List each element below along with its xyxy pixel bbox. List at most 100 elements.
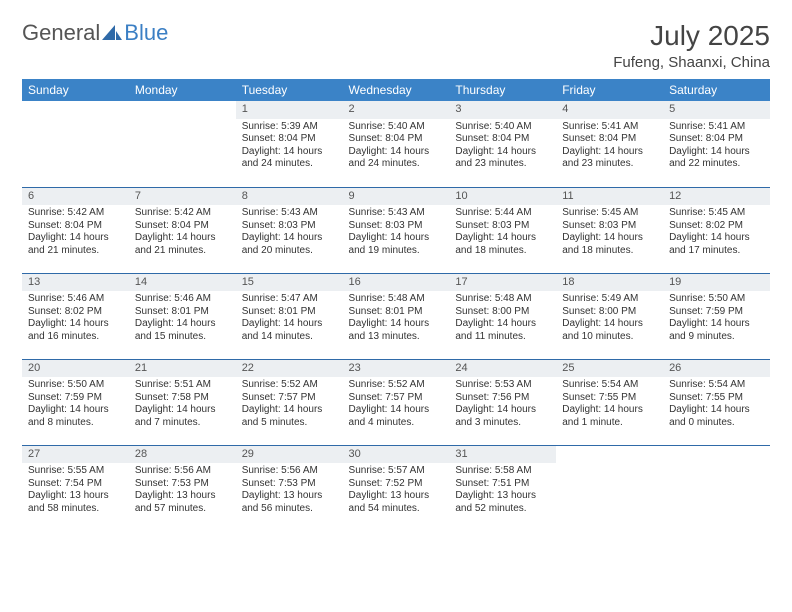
sunrise-text: Sunrise: 5:54 AM (562, 379, 657, 392)
dayhead-tue: Tuesday (236, 79, 343, 101)
day-number: 13 (22, 274, 129, 292)
day-cell: 23Sunrise: 5:52 AMSunset: 7:57 PMDayligh… (343, 359, 450, 445)
daylight-text: Daylight: 14 hours and 24 minutes. (349, 146, 444, 171)
day-cell: 13Sunrise: 5:46 AMSunset: 8:02 PMDayligh… (22, 273, 129, 359)
sunset-text: Sunset: 7:56 PM (455, 392, 550, 405)
daylight-text: Daylight: 14 hours and 1 minute. (562, 404, 657, 429)
daylight-text: Daylight: 14 hours and 22 minutes. (669, 146, 764, 171)
daylight-text: Daylight: 14 hours and 23 minutes. (562, 146, 657, 171)
sunrise-text: Sunrise: 5:52 AM (242, 379, 337, 392)
sunrise-text: Sunrise: 5:57 AM (349, 465, 444, 478)
sunset-text: Sunset: 8:04 PM (669, 133, 764, 146)
day-number: 10 (449, 188, 556, 206)
day-cell: 11Sunrise: 5:45 AMSunset: 8:03 PMDayligh… (556, 187, 663, 273)
dayhead-thu: Thursday (449, 79, 556, 101)
sunrise-text: Sunrise: 5:49 AM (562, 293, 657, 306)
daylight-text: Daylight: 13 hours and 58 minutes. (28, 490, 123, 515)
day-number: 25 (556, 360, 663, 378)
sunset-text: Sunset: 8:03 PM (349, 220, 444, 233)
day-cell: 21Sunrise: 5:51 AMSunset: 7:58 PMDayligh… (129, 359, 236, 445)
day-cell: 6Sunrise: 5:42 AMSunset: 8:04 PMDaylight… (22, 187, 129, 273)
sunset-text: Sunset: 8:04 PM (349, 133, 444, 146)
calendar-row: 20Sunrise: 5:50 AMSunset: 7:59 PM Dayligh… (22, 359, 770, 445)
daylight-text: Daylight: 14 hours and 21 minutes. (135, 232, 230, 257)
logo: General Blue (22, 20, 168, 46)
sunrise-text: Sunrise: 5:40 AM (455, 121, 550, 134)
daylight-text: Daylight: 13 hours and 52 minutes. (455, 490, 550, 515)
calendar-row: 1Sunrise: 5:39 AMSunset: 8:04 PMDaylight… (22, 101, 770, 187)
day-cell: 14Sunrise: 5:46 AMSunset: 8:01 PMDayligh… (129, 273, 236, 359)
dayhead-sun: Sunday (22, 79, 129, 101)
daylight-text: Daylight: 13 hours and 54 minutes. (349, 490, 444, 515)
sunrise-text: Sunrise: 5:58 AM (455, 465, 550, 478)
day-number: 1 (236, 101, 343, 119)
sunset-text: Sunset: 7:59 PM (28, 392, 123, 405)
day-cell (129, 101, 236, 187)
daylight-text: Daylight: 14 hours and 10 minutes. (562, 318, 657, 343)
sunset-text: Sunset: 8:04 PM (562, 133, 657, 146)
day-number: 18 (556, 274, 663, 292)
day-cell: 10Sunrise: 5:44 AMSunset: 8:03 PMDayligh… (449, 187, 556, 273)
day-cell: 8Sunrise: 5:43 AMSunset: 8:03 PMDaylight… (236, 187, 343, 273)
sunrise-text: Sunrise: 5:43 AM (349, 207, 444, 220)
daylight-text: Daylight: 14 hours and 15 minutes. (135, 318, 230, 343)
sunrise-text: Sunrise: 5:46 AM (135, 293, 230, 306)
day-cell: 26Sunrise: 5:54 AMSunset: 7:55 PMDayligh… (663, 359, 770, 445)
sunset-text: Sunset: 7:59 PM (669, 306, 764, 319)
day-content: Sunrise: 5:54 AMSunset: 7:55 PMDaylight:… (556, 377, 663, 433)
day-content: Sunrise: 5:47 AMSunset: 8:01 PMDaylight:… (236, 291, 343, 347)
daylight-text: Daylight: 14 hours and 17 minutes. (669, 232, 764, 257)
sunrise-text: Sunrise: 5:45 AM (669, 207, 764, 220)
sunrise-text: Sunrise: 5:42 AM (135, 207, 230, 220)
daylight-text: Daylight: 14 hours and 4 minutes. (349, 404, 444, 429)
sunset-text: Sunset: 8:00 PM (562, 306, 657, 319)
sunset-text: Sunset: 8:00 PM (455, 306, 550, 319)
logo-text-blue: Blue (124, 20, 168, 46)
day-number: 26 (663, 360, 770, 378)
daylight-text: Daylight: 14 hours and 11 minutes. (455, 318, 550, 343)
day-number: 6 (22, 188, 129, 206)
day-number: 31 (449, 446, 556, 464)
day-cell: 20Sunrise: 5:50 AMSunset: 7:59 PMDayligh… (22, 359, 129, 445)
dayhead-fri: Friday (556, 79, 663, 101)
daylight-text: Daylight: 14 hours and 7 minutes. (135, 404, 230, 429)
day-content: Sunrise: 5:40 AMSunset: 8:04 PMDaylight:… (343, 119, 450, 175)
day-cell: 29Sunrise: 5:56 AMSunset: 7:53 PMDayligh… (236, 445, 343, 531)
sunrise-text: Sunrise: 5:48 AM (455, 293, 550, 306)
sunrise-text: Sunrise: 5:50 AM (28, 379, 123, 392)
day-number: 5 (663, 101, 770, 119)
sunrise-text: Sunrise: 5:51 AM (135, 379, 230, 392)
dayhead-mon: Monday (129, 79, 236, 101)
day-number: 2 (343, 101, 450, 119)
day-content: Sunrise: 5:41 AMSunset: 8:04 PMDaylight:… (556, 119, 663, 175)
day-number: 15 (236, 274, 343, 292)
daylight-text: Daylight: 14 hours and 16 minutes. (28, 318, 123, 343)
day-content: Sunrise: 5:49 AMSunset: 8:00 PMDaylight:… (556, 291, 663, 347)
daylight-text: Daylight: 14 hours and 19 minutes. (349, 232, 444, 257)
day-cell: 1Sunrise: 5:39 AMSunset: 8:04 PMDaylight… (236, 101, 343, 187)
day-number: 12 (663, 188, 770, 206)
day-number: 23 (343, 360, 450, 378)
sunset-text: Sunset: 7:57 PM (349, 392, 444, 405)
day-content: Sunrise: 5:48 AMSunset: 8:00 PMDaylight:… (449, 291, 556, 347)
calendar-row: 6Sunrise: 5:42 AMSunset: 8:04 PMDaylight… (22, 187, 770, 273)
sunset-text: Sunset: 7:54 PM (28, 478, 123, 491)
day-number: 20 (22, 360, 129, 378)
day-content: Sunrise: 5:43 AMSunset: 8:03 PMDaylight:… (343, 205, 450, 261)
day-content: Sunrise: 5:58 AMSunset: 7:51 PMDaylight:… (449, 463, 556, 519)
day-cell: 27Sunrise: 5:55 AMSunset: 7:54 PMDayligh… (22, 445, 129, 531)
day-cell: 31Sunrise: 5:58 AMSunset: 7:51 PMDayligh… (449, 445, 556, 531)
day-cell (556, 445, 663, 531)
day-cell: 17Sunrise: 5:48 AMSunset: 8:00 PMDayligh… (449, 273, 556, 359)
day-cell: 24Sunrise: 5:53 AMSunset: 7:56 PMDayligh… (449, 359, 556, 445)
day-content: Sunrise: 5:42 AMSunset: 8:04 PMDaylight:… (129, 205, 236, 261)
day-content: Sunrise: 5:51 AMSunset: 7:58 PMDaylight:… (129, 377, 236, 433)
day-cell: 19Sunrise: 5:50 AMSunset: 7:59 PMDayligh… (663, 273, 770, 359)
day-number: 11 (556, 188, 663, 206)
day-number: 24 (449, 360, 556, 378)
daylight-text: Daylight: 14 hours and 14 minutes. (242, 318, 337, 343)
day-number: 29 (236, 446, 343, 464)
day-cell: 3Sunrise: 5:40 AMSunset: 8:04 PMDaylight… (449, 101, 556, 187)
day-content: Sunrise: 5:43 AMSunset: 8:03 PMDaylight:… (236, 205, 343, 261)
day-number: 9 (343, 188, 450, 206)
